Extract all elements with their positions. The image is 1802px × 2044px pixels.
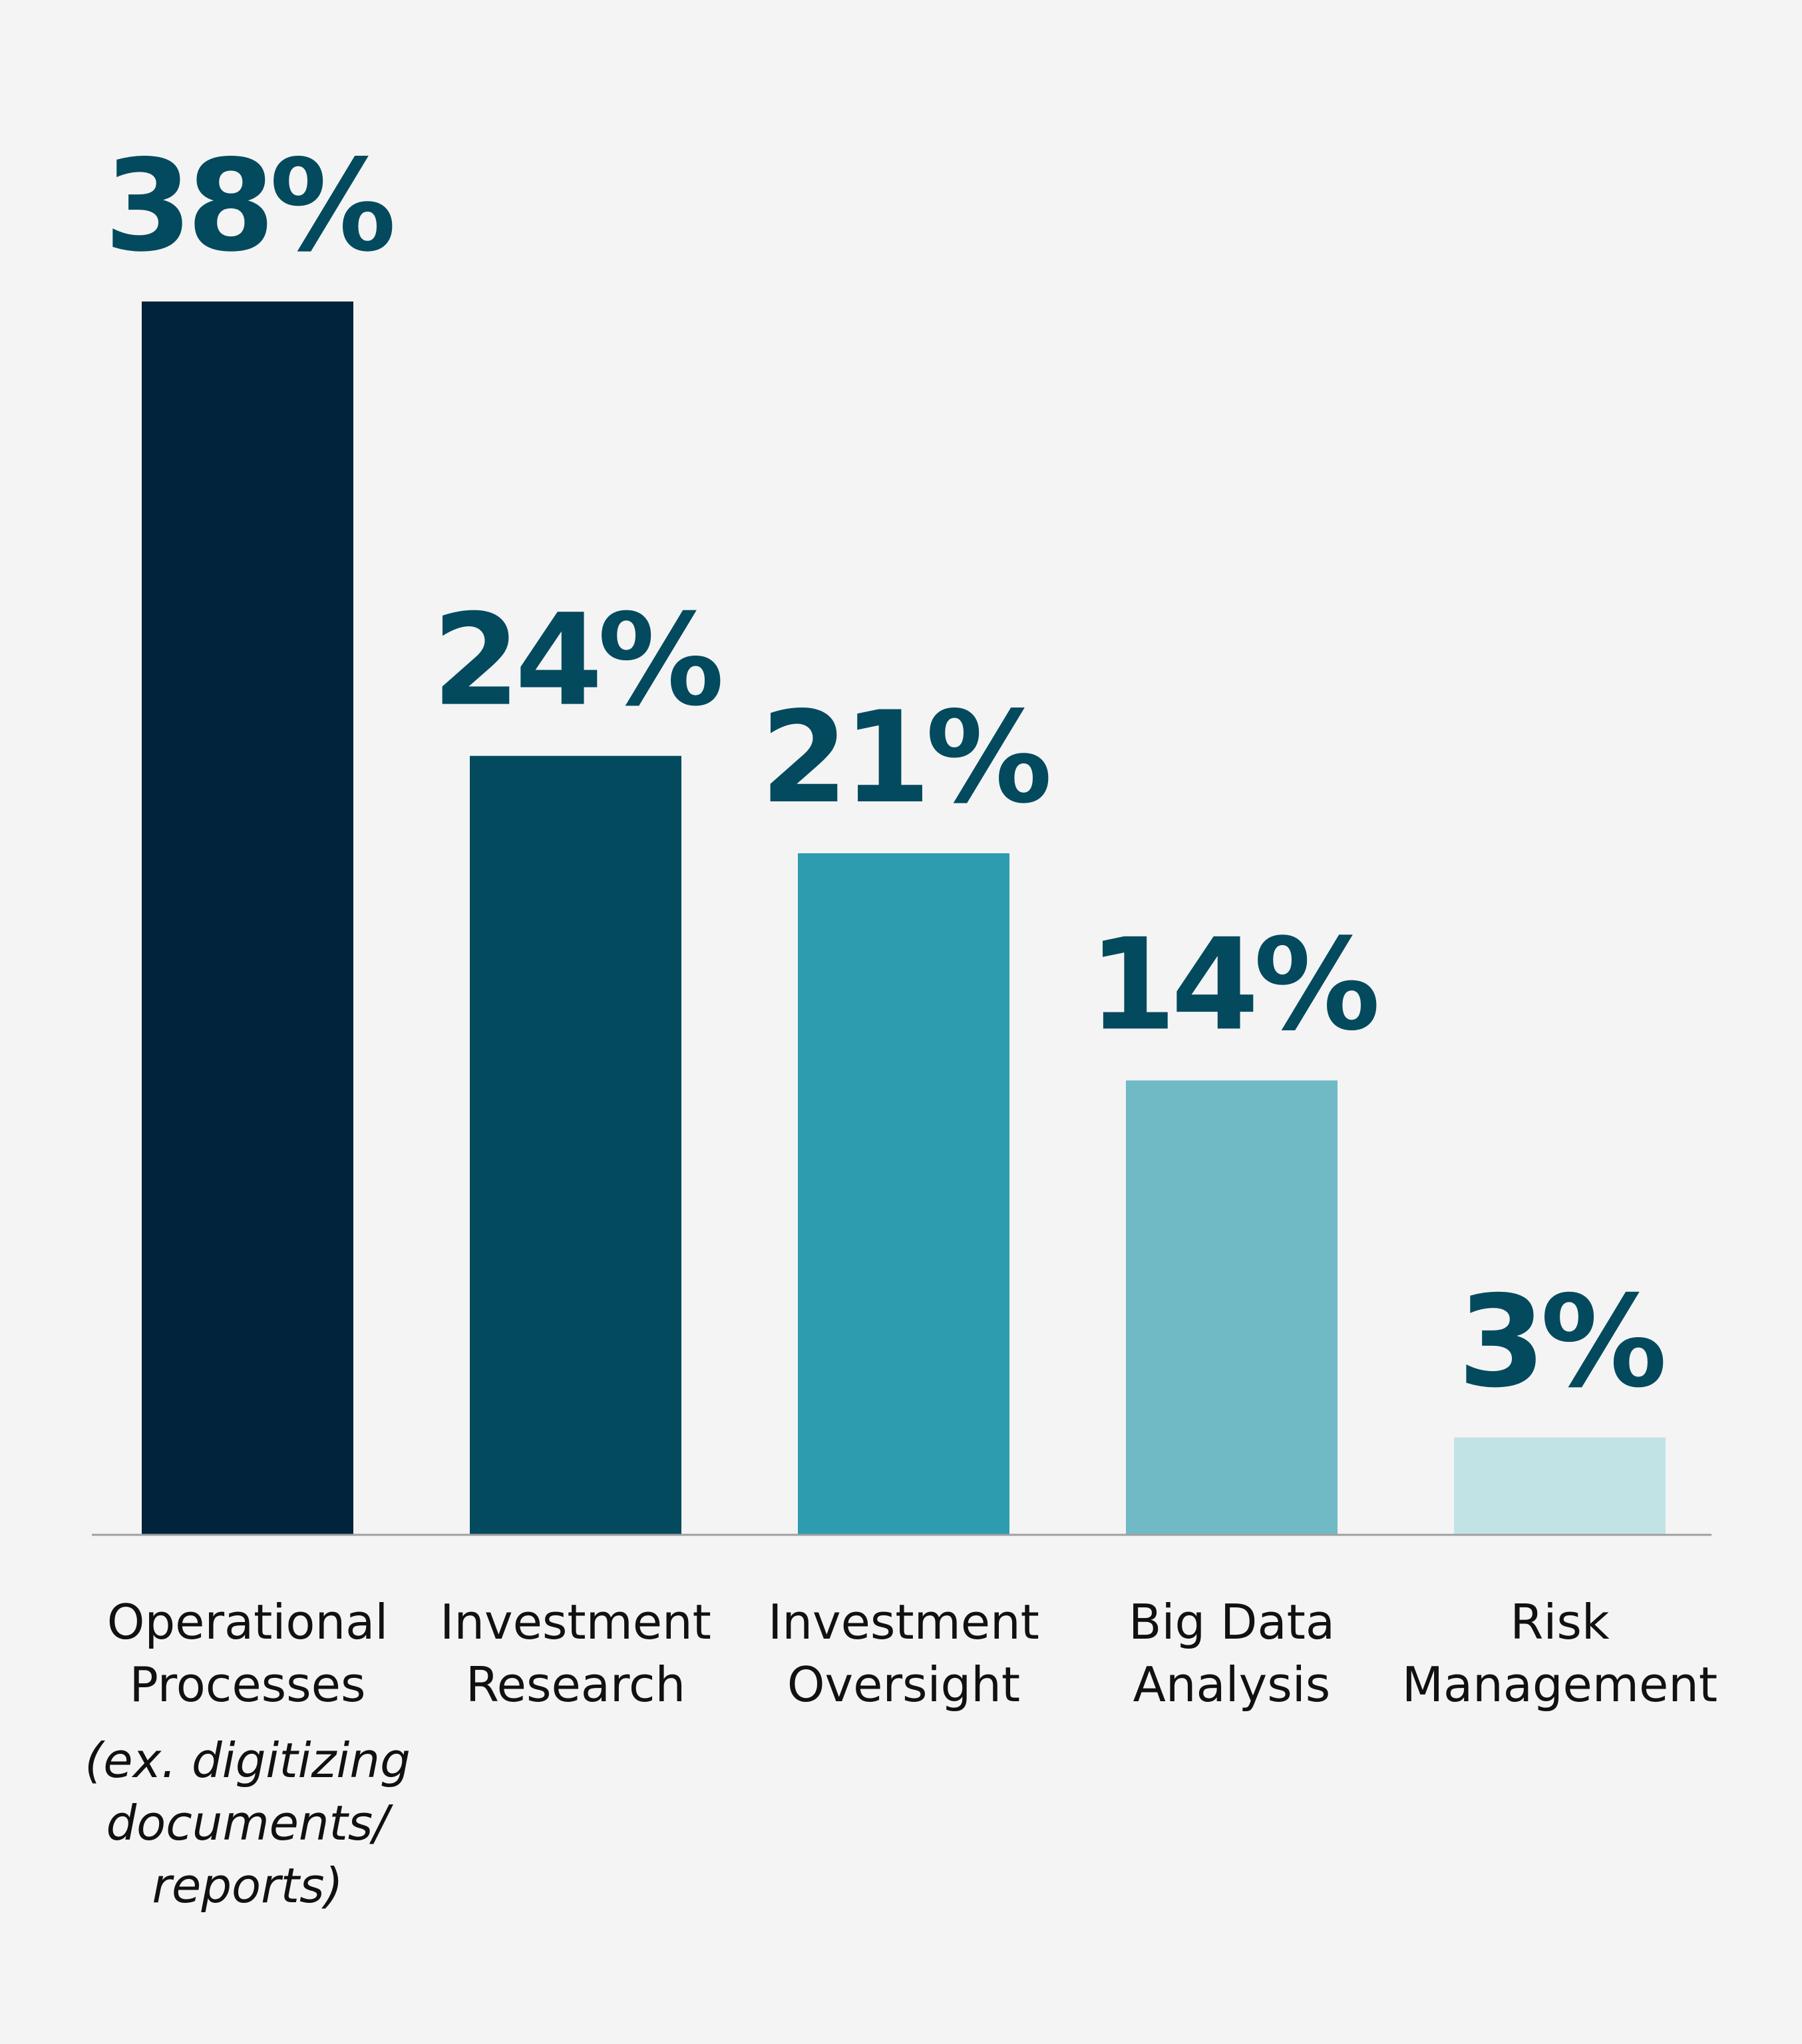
category-note-0-line-2: reports) [152, 1858, 343, 1914]
value-label-2: 21% [761, 684, 1049, 831]
value-label-4: 3% [1458, 1269, 1664, 1416]
value-label-3: 14% [1089, 911, 1377, 1058]
value-label-0: 38% [104, 132, 393, 280]
category-label-4-line-1: Management [1402, 1657, 1717, 1713]
bar-2 [798, 853, 1009, 1535]
value-label-1: 24% [433, 587, 721, 734]
category-label-4-line-0: Risk [1510, 1594, 1610, 1650]
category-label-2-line-0: Investment [768, 1594, 1039, 1650]
category-label-2-line-1: Oversight [787, 1657, 1020, 1713]
category-label-1-line-0: Investment [440, 1594, 711, 1650]
category-label-0-line-0: Operational [107, 1594, 388, 1650]
bars-layer [142, 302, 1666, 1535]
category-label-0-line-1: Processes [130, 1657, 366, 1713]
category-label-3-line-1: Analysis [1133, 1657, 1331, 1713]
category-note-0-line-0: (ex. digitizing [85, 1733, 411, 1788]
category-label-1-line-1: Research [466, 1657, 685, 1713]
category-note-0-line-1: documents/ [106, 1795, 393, 1851]
category-label-3-line-0: Big Data [1129, 1594, 1335, 1650]
labels-layer: 38% Operational Processes (ex. digitizing do… [85, 132, 1717, 1914]
bar-0 [142, 302, 353, 1535]
bar-4 [1454, 1437, 1666, 1535]
bar-3 [1126, 1080, 1338, 1535]
bar-1 [470, 755, 681, 1535]
